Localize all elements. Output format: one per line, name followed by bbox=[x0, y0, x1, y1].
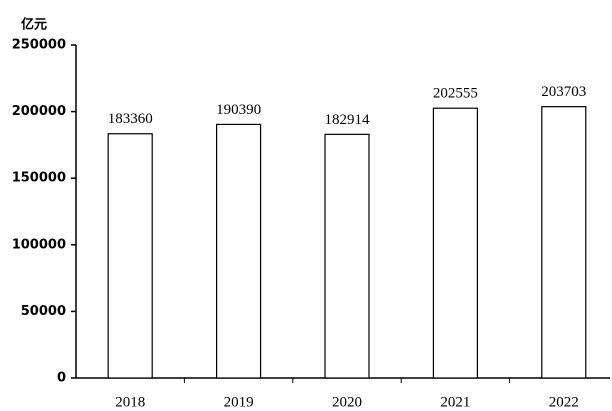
x-tick-label: 2022 bbox=[549, 394, 579, 410]
y-tick-label: 200000 bbox=[12, 104, 66, 119]
bar bbox=[432, 107, 478, 379]
data-label: 183360 bbox=[108, 111, 153, 127]
x-tick-label: 2019 bbox=[224, 394, 254, 410]
data-label: 190390 bbox=[216, 102, 261, 118]
y-tick-label: 250000 bbox=[12, 38, 66, 53]
y-tick-label: 50000 bbox=[21, 304, 66, 319]
bar bbox=[324, 133, 370, 379]
x-tick-label: 2021 bbox=[440, 394, 470, 410]
bar bbox=[107, 133, 153, 379]
x-tick-label: 2020 bbox=[332, 394, 362, 410]
x-tick-label: 2018 bbox=[115, 394, 145, 410]
bar bbox=[216, 123, 262, 379]
bar bbox=[541, 106, 587, 379]
y-tick-label: 150000 bbox=[12, 171, 66, 186]
y-tick-label: 0 bbox=[57, 371, 66, 386]
data-label: 182914 bbox=[325, 112, 371, 128]
data-label: 202555 bbox=[433, 86, 478, 102]
y-tick-label: 100000 bbox=[12, 237, 66, 252]
data-label: 203703 bbox=[541, 84, 586, 100]
y-axis-label: 亿元 bbox=[21, 17, 47, 33]
